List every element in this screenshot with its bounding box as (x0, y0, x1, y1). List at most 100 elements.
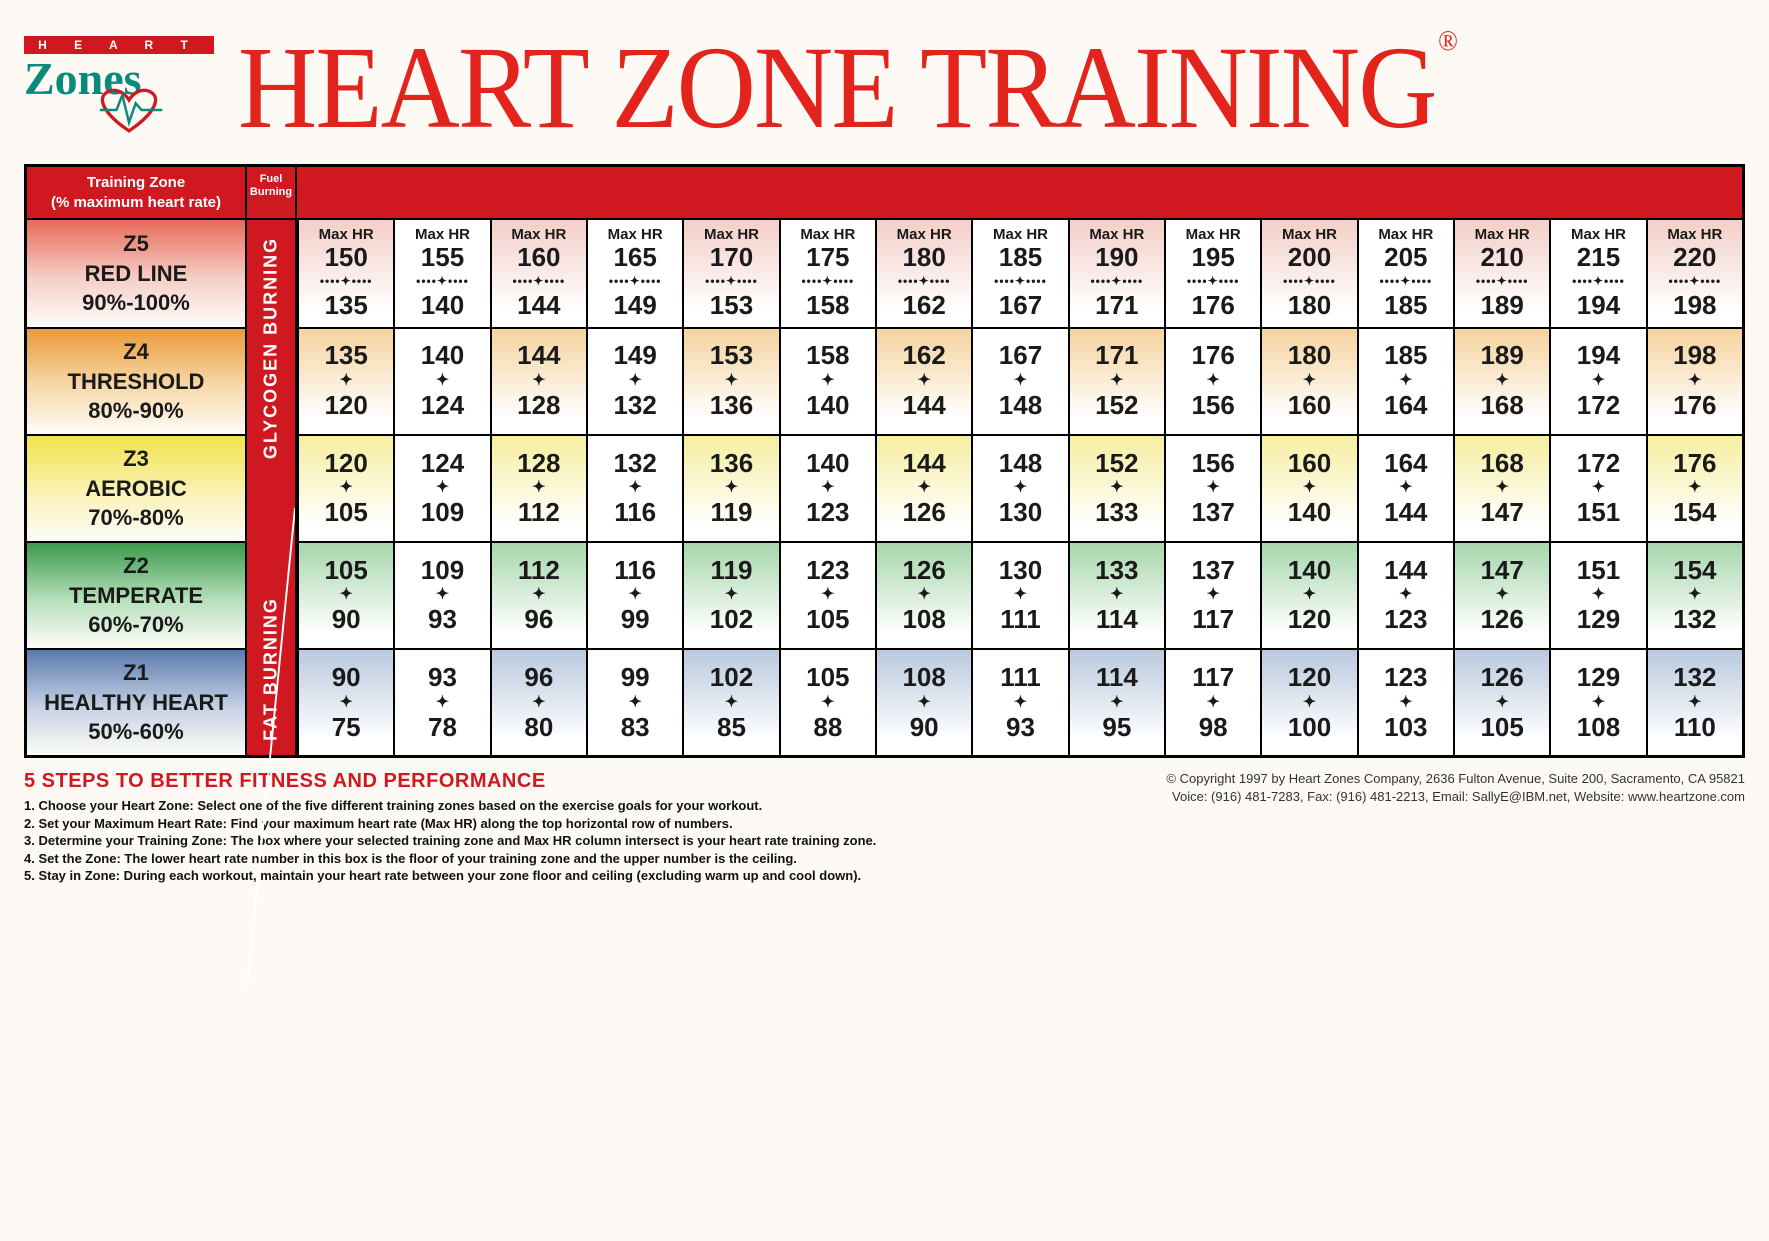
cell-upper: 155 (421, 243, 464, 273)
arrow-icon: ✦ (821, 695, 834, 711)
maxhr-label: Max HR (1282, 226, 1337, 243)
arrow-icon: ✦ (436, 373, 449, 389)
data-cell: 160✦140 (1260, 434, 1356, 541)
cell-upper: 105 (806, 663, 849, 693)
arrow-icon: ✦ (532, 587, 545, 603)
steps-title: 5 STEPS TO BETTER FITNESS AND PERFORMANC… (24, 770, 1126, 793)
data-cell: 129✦108 (1549, 648, 1645, 755)
dots-separator: ••••✦•••• (1572, 275, 1625, 289)
cell-lower: 172 (1577, 391, 1620, 421)
cell-lower: 123 (806, 498, 849, 528)
cell-upper: 126 (1480, 663, 1523, 693)
arrow-icon: ✦ (1303, 480, 1316, 496)
cell-lower: 130 (999, 498, 1042, 528)
zone-label-z4: Z4THRESHOLD80%-90% (27, 327, 247, 434)
cell-lower: 124 (421, 391, 464, 421)
step-item: 2. Set your Maximum Heart Rate: Find you… (24, 815, 1126, 833)
arrow-icon: ✦ (1303, 587, 1316, 603)
data-cell: 109✦93 (393, 541, 489, 648)
cell-lower: 114 (1096, 605, 1138, 635)
cell-upper: 200 (1288, 243, 1331, 273)
data-cell: 148✦130 (971, 434, 1067, 541)
copyright: © Copyright 1997 by Heart Zones Company,… (1166, 770, 1745, 885)
data-cell: 119✦102 (682, 541, 778, 648)
cell-upper: 112 (518, 556, 560, 586)
dots-separator: ••••✦•••• (801, 275, 854, 289)
arrow-icon: ✦ (628, 373, 641, 389)
cell-upper: 180 (1288, 341, 1331, 371)
cell-lower: 171 (1095, 291, 1138, 321)
data-cell: 128✦112 (490, 434, 586, 541)
maxhr-label: Max HR (1667, 226, 1722, 243)
cell-lower: 176 (1673, 391, 1716, 421)
data-cell: 116✦99 (586, 541, 682, 648)
arrow-icon: ✦ (1495, 587, 1508, 603)
arrow-icon: ✦ (821, 587, 834, 603)
step-item: 3. Determine your Training Zone: The box… (24, 832, 1126, 850)
arrow-icon: ✦ (1110, 587, 1123, 603)
dots-separator: ••••✦•••• (320, 275, 373, 289)
cell-lower: 88 (813, 713, 842, 743)
arrow-icon: ✦ (1206, 480, 1219, 496)
cell-lower: 152 (1095, 391, 1138, 421)
zone-range: 80%-90% (88, 396, 183, 426)
header-training-zone-l1: Training Zone (31, 173, 241, 193)
cell-lower: 147 (1480, 498, 1523, 528)
zone-name: THRESHOLD (68, 367, 205, 397)
arrow-icon: ✦ (436, 480, 449, 496)
cell-upper: 185 (1384, 341, 1427, 371)
data-cell: 144✦128 (490, 327, 586, 434)
data-cell: 147✦126 (1453, 541, 1549, 648)
cell-upper: 176 (1673, 449, 1716, 479)
fuel-burning-column: GLYCOGEN BURNING FAT BURNING (247, 218, 297, 755)
data-cell: Max HR210••••✦••••189 (1453, 218, 1549, 327)
cell-upper: 162 (902, 341, 945, 371)
data-cell: 164✦144 (1357, 434, 1453, 541)
cell-upper: 156 (1191, 449, 1234, 479)
data-cell: 99✦83 (586, 648, 682, 755)
data-cell: 172✦151 (1549, 434, 1645, 541)
logo: H E A R T Zones (24, 36, 214, 140)
arrow-icon: ✦ (725, 695, 738, 711)
header-fuel: Fuel Burning (247, 167, 297, 218)
cell-upper: 153 (710, 341, 753, 371)
cell-lower: 148 (999, 391, 1042, 421)
zone-code: Z2 (123, 551, 149, 581)
arrow-icon: ✦ (725, 373, 738, 389)
arrow-icon: ✦ (821, 480, 834, 496)
maxhr-label: Max HR (993, 226, 1048, 243)
cell-upper: 154 (1673, 556, 1716, 586)
data-cell: Max HR190••••✦••••171 (1068, 218, 1164, 327)
dots-separator: ••••✦•••• (1379, 275, 1432, 289)
cell-upper: 140 (421, 341, 464, 371)
dots-separator: ••••✦•••• (609, 275, 662, 289)
data-cell: 189✦168 (1453, 327, 1549, 434)
arrow-icon: ✦ (1014, 587, 1027, 603)
data-cell: 136✦119 (682, 434, 778, 541)
data-cell: 135✦120 (297, 327, 393, 434)
data-cell: 158✦140 (779, 327, 875, 434)
arrow-icon: ✦ (725, 587, 738, 603)
data-cell: 96✦80 (490, 648, 586, 755)
cell-upper: 90 (332, 663, 361, 693)
cell-upper: 198 (1673, 341, 1716, 371)
header-training-zone: Training Zone (% maximum heart rate) (27, 167, 247, 218)
glycogen-burning-label: GLYCOGEN BURNING (261, 237, 282, 459)
cell-lower: 132 (613, 391, 656, 421)
arrow-icon: ✦ (821, 373, 834, 389)
cell-lower: 110 (1674, 713, 1716, 743)
data-cell: Max HR215••••✦••••194 (1549, 218, 1645, 327)
cell-upper: 171 (1095, 341, 1138, 371)
arrow-icon: ✦ (1399, 373, 1412, 389)
arrow-icon: ✦ (1688, 373, 1701, 389)
data-cell: 162✦144 (875, 327, 971, 434)
data-cell: 156✦137 (1164, 434, 1260, 541)
cell-lower: 108 (1577, 713, 1620, 743)
arrow-icon: ✦ (1110, 480, 1123, 496)
cell-lower: 151 (1577, 498, 1620, 528)
dots-separator: ••••✦•••• (512, 275, 565, 289)
zone-code: Z5 (123, 229, 149, 259)
cell-upper: 124 (421, 449, 464, 479)
data-cell: 117✦98 (1164, 648, 1260, 755)
cell-lower: 90 (910, 713, 939, 743)
